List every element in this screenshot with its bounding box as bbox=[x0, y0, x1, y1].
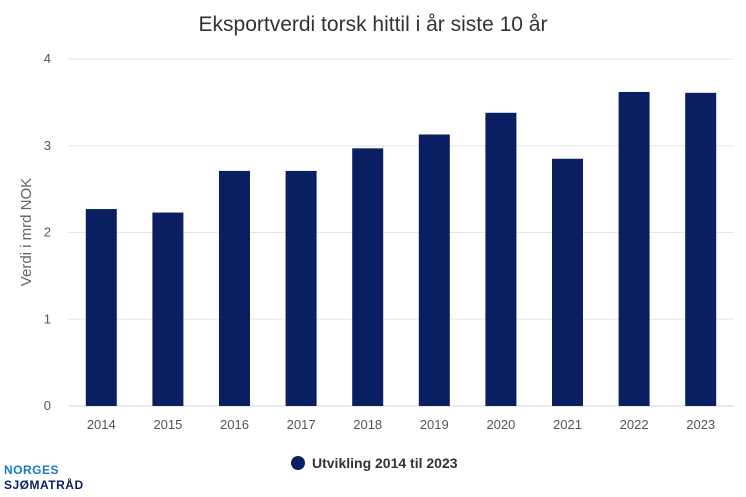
bar-2020[interactable] bbox=[485, 112, 517, 406]
logo-line-2: SJØMATRÅD bbox=[4, 477, 84, 492]
y-tick-label: 3 bbox=[44, 138, 51, 153]
x-tick-label: 2014 bbox=[87, 417, 116, 432]
y-axis-ticks: 0 1 2 3 4 bbox=[44, 51, 51, 413]
x-tick-label: 2019 bbox=[420, 417, 449, 432]
y-tick-label: 1 bbox=[44, 311, 51, 326]
logo: NORGES SJØMATRÅD bbox=[4, 463, 84, 492]
x-tick-label: 2020 bbox=[486, 417, 515, 432]
y-axis-label: Verdi i mrd NOK bbox=[18, 178, 35, 286]
bar-2014[interactable] bbox=[85, 209, 117, 406]
x-tick-label: 2023 bbox=[686, 417, 715, 432]
logo-line-1: NORGES bbox=[4, 463, 59, 477]
x-tick-label: 2015 bbox=[153, 417, 182, 432]
bar-2021[interactable] bbox=[552, 158, 583, 406]
y-tick-label: 0 bbox=[44, 398, 51, 413]
bar-2023[interactable] bbox=[685, 92, 717, 407]
legend[interactable]: Utvikling 2014 til 2023 bbox=[291, 455, 458, 471]
chart-title: Eksportverdi torsk hittil i år siste 10 … bbox=[199, 13, 548, 36]
bar-2016[interactable] bbox=[219, 170, 250, 406]
bar-2018[interactable] bbox=[352, 148, 384, 407]
bar-2017[interactable] bbox=[285, 170, 317, 406]
bar-2022[interactable] bbox=[618, 91, 650, 406]
legend-marker[interactable] bbox=[291, 456, 305, 470]
legend-label[interactable]: Utvikling 2014 til 2023 bbox=[312, 455, 458, 471]
bar-2015[interactable] bbox=[152, 212, 184, 406]
y-tick-label: 4 bbox=[44, 51, 51, 66]
x-tick-label: 2021 bbox=[553, 417, 582, 432]
x-tick-label: 2018 bbox=[353, 417, 382, 432]
x-tick-label: 2017 bbox=[287, 417, 316, 432]
x-tick-label: 2022 bbox=[620, 417, 649, 432]
bar-2019[interactable] bbox=[418, 134, 450, 406]
bar-series bbox=[85, 91, 717, 407]
x-tick-label: 2016 bbox=[220, 417, 249, 432]
x-axis-ticks: 2014 2015 2016 2017 2018 2019 2020 2021 2022 2023 bbox=[87, 417, 715, 432]
y-tick-label: 2 bbox=[44, 225, 51, 240]
